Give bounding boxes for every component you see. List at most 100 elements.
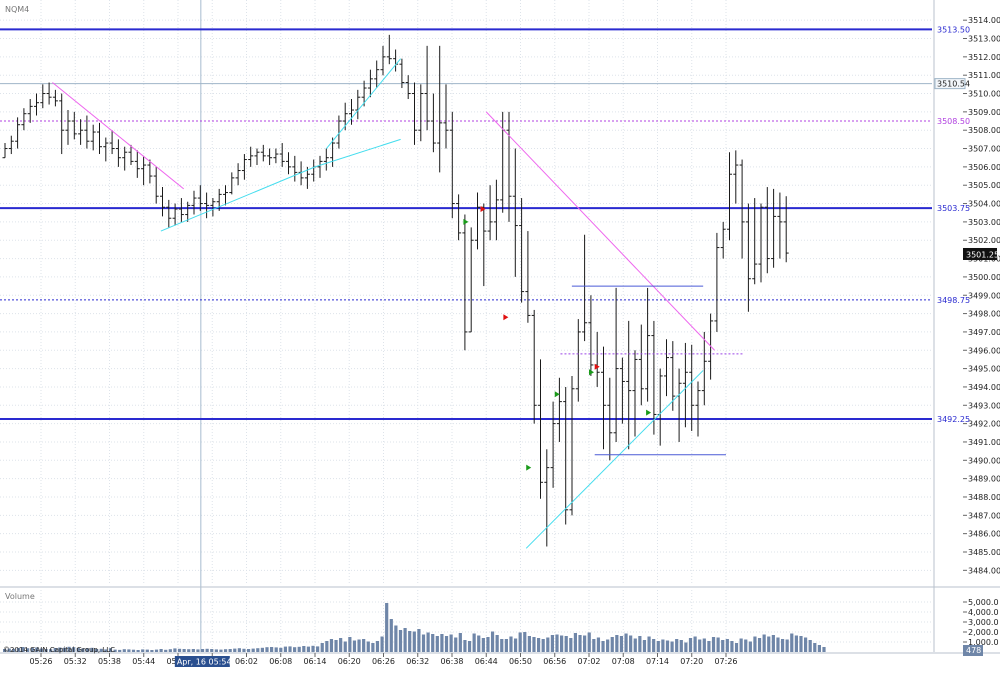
x-tick-label: 07:26 [714, 657, 737, 666]
y-tick-label: 3508.00 [968, 126, 1000, 135]
ohlc-bar [745, 203, 751, 312]
sell-marker [594, 363, 600, 370]
price-bars-layer [2, 34, 789, 547]
volume-bar [256, 648, 260, 652]
ohlc-bar [374, 60, 380, 89]
ohlc-bar [613, 287, 619, 442]
level-label: 3492.25 [935, 414, 970, 425]
volume-bar [164, 649, 168, 652]
volume-bar [398, 630, 403, 652]
y-tick-label: 3485.00 [968, 548, 1000, 557]
volume-bar [707, 641, 711, 652]
ohlc-bar [701, 331, 707, 406]
volume-bar [449, 634, 453, 652]
copyright-text: ©2014 GAIN Capital Group, LLC [3, 646, 115, 654]
volume-bar [555, 634, 559, 652]
volume-bar [343, 641, 347, 652]
ohlc-bar [109, 130, 115, 155]
volume-bar [90, 647, 94, 652]
level-label-text: 3492.25 [937, 415, 970, 424]
volume-bar [297, 646, 301, 652]
ohlc-bar [380, 45, 386, 76]
volume-bar [693, 636, 697, 652]
ohlc-bar [160, 187, 165, 217]
ohlc-bar [664, 339, 669, 397]
volume-bar [638, 636, 642, 652]
ohlc-bar [764, 187, 770, 274]
ohlc-bar [267, 148, 273, 166]
volume-bar [325, 641, 329, 652]
volume-bar [21, 647, 25, 652]
volume-bar [587, 632, 591, 652]
volume-bar [665, 640, 670, 652]
ohlc-bar [21, 108, 27, 131]
ohlc-bar [279, 143, 285, 167]
volume-bar [127, 649, 131, 652]
x-tick-label: 06:20 [338, 657, 361, 666]
volume-bar [550, 635, 555, 652]
volume-bar [279, 647, 283, 652]
volume-bar [159, 649, 163, 652]
y-tick-label: 3491.00 [968, 438, 1000, 447]
ohlc-bar [619, 357, 625, 424]
y-tick-label: 3512.00 [968, 53, 1000, 62]
y-tick-label: 3514.00 [968, 16, 1000, 25]
volume-bar [352, 640, 357, 652]
volume-bar [803, 637, 808, 652]
ohlc-bar [670, 341, 676, 411]
volume-bars-layer [3, 603, 826, 652]
level-label: 3510.54 [934, 78, 970, 90]
trendline [52, 82, 185, 190]
volume-bar [652, 639, 656, 652]
volume-bar [334, 640, 338, 652]
volume-bar [122, 649, 126, 652]
volume-bar [141, 649, 145, 652]
volume-bar [200, 649, 205, 652]
volume-bar [486, 637, 490, 652]
level-label: 3508.50 [935, 116, 970, 127]
y-tick-label: 3494.00 [968, 383, 1000, 392]
ohlc-bar [292, 155, 298, 182]
volume-bar [288, 646, 292, 652]
trendline [326, 58, 402, 149]
volume-bar [385, 603, 389, 652]
ohlc-bar [128, 144, 134, 166]
ohlc-bar [90, 124, 96, 151]
ohlc-bar [185, 201, 191, 222]
ohlc-bar [71, 111, 77, 140]
volume-bar [440, 634, 444, 652]
ohlc-bar [166, 199, 172, 228]
ohlc-bar [771, 188, 777, 268]
volume-bar [154, 649, 159, 652]
axis-layer: 3513.50 3510.54 3508.50 3503.75 3498.75 3492.… [29, 16, 1000, 667]
y-tick-label: 3489.00 [968, 475, 1000, 484]
ohlc-bar [367, 69, 373, 98]
volume-bar [730, 641, 734, 652]
buy-marker [463, 218, 469, 225]
ohlc-bar [241, 154, 247, 180]
ohlc-bar [418, 84, 424, 142]
volume-bar [536, 638, 541, 652]
sell-marker [480, 206, 486, 213]
volume-bar [504, 639, 508, 652]
ohlc-bar [582, 234, 588, 342]
ohlc-bar [601, 346, 606, 450]
ohlc-bar [727, 152, 732, 241]
volume-bar [771, 635, 775, 652]
volume-bar [99, 648, 103, 652]
volume-bar [76, 648, 80, 652]
trendline [160, 166, 316, 232]
volume-bar [813, 643, 817, 652]
ohlc-bar [84, 115, 90, 149]
volume-bar [81, 648, 85, 652]
ohlc-bar [115, 139, 121, 167]
drawings-layer [52, 58, 744, 549]
volume-bar [481, 638, 485, 652]
volume-bar [721, 640, 725, 652]
volume-bar [44, 649, 48, 652]
ohlc-bar [437, 45, 443, 173]
ohlc-bar [569, 375, 575, 516]
volume-bar [53, 648, 57, 652]
ohlc-bar [682, 342, 688, 428]
volume-bar [679, 640, 683, 652]
